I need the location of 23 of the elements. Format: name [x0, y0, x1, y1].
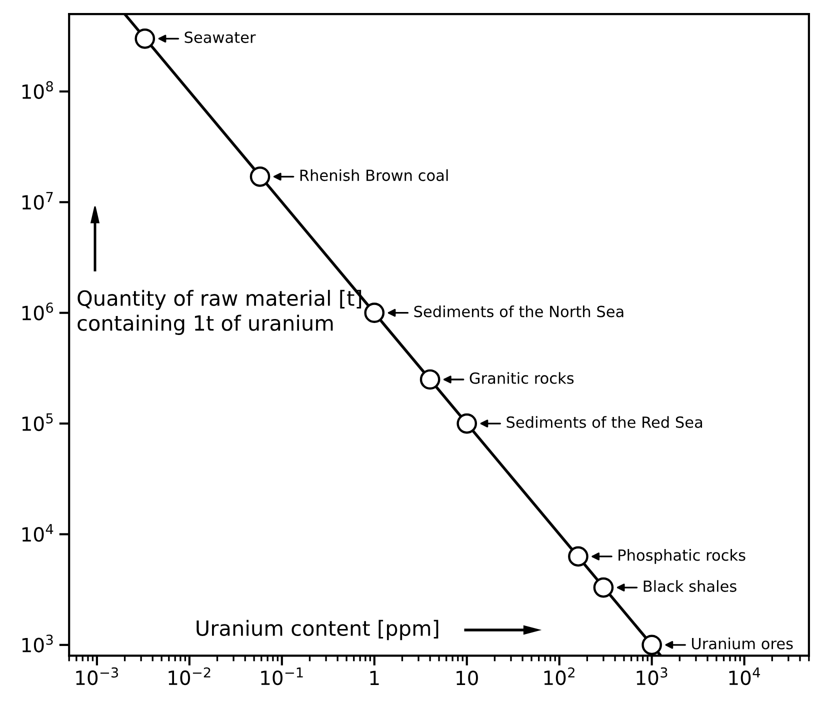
annotation: Sediments of the Red Sea — [506, 416, 702, 428]
annotation: Rhenish Brown coal — [300, 169, 448, 182]
x-tick-label: 1 — [370, 670, 379, 686]
x-tick-label: 10 — [456, 670, 478, 686]
annotation: Black shales — [644, 580, 736, 592]
y-tick-label: 10$^{4}$ — [22, 524, 54, 542]
x-tick-label: 10$^{4}$ — [729, 668, 760, 686]
x-tick-label: 10$^{3}$ — [636, 667, 668, 686]
annotation: Phosphatic rocks — [618, 549, 746, 564]
x-axis-title: Uranium content [ppm] — [196, 620, 438, 640]
x-tick-label: 10$^{−3}$ — [76, 667, 118, 686]
y-tick-label: 10$^{6}$ — [22, 302, 54, 320]
annotation: Uranium ores — [692, 638, 793, 650]
annotation: Seawater — [184, 32, 256, 44]
x-tick-label: 10$^{−2}$ — [168, 667, 210, 686]
y-tick-label: 10$^{5}$ — [22, 413, 53, 432]
annotation: Sediments of the North Sea — [414, 305, 624, 318]
y-tick-label: 10$^{7}$ — [22, 192, 53, 210]
y-tick-label: 10$^{8}$ — [22, 81, 53, 99]
x-tick-label: 10$^{2}$ — [544, 667, 574, 686]
x-tick-label: 10$^{−1}$ — [261, 668, 303, 686]
y-tick-label: 10$^{3}$ — [22, 634, 53, 652]
annotation: Granitic rocks — [470, 372, 574, 384]
